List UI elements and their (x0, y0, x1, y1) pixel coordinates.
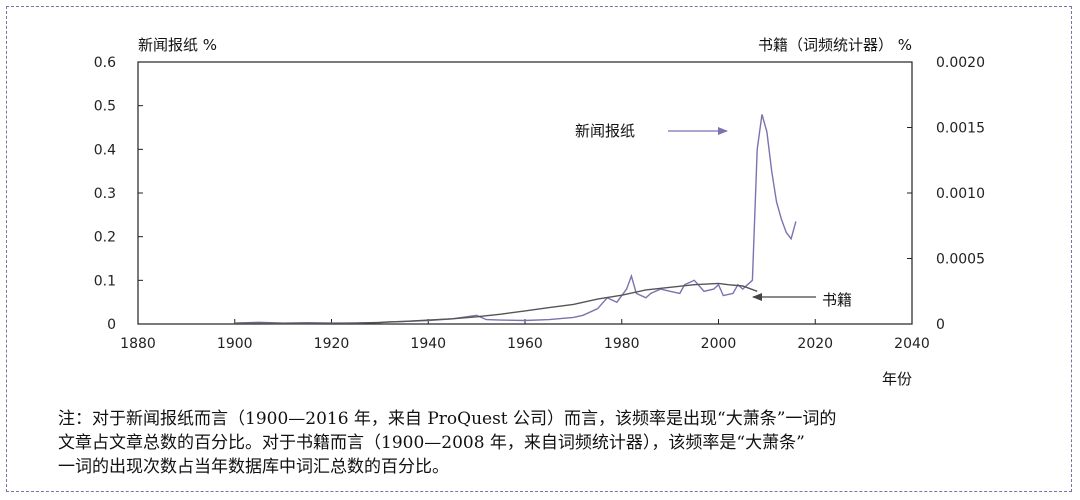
x-tick-label: 1960 (507, 336, 543, 352)
x-tick-label: 1980 (604, 336, 640, 352)
x-tick-label: 1900 (217, 336, 253, 352)
right-y-tick-label: 0.0010 (936, 186, 985, 202)
right-y-tick-label: 0.0020 (936, 55, 985, 71)
left-axis-label: 新闻报纸 % (138, 36, 217, 54)
left-y-tick-label: 0 (107, 317, 116, 333)
right-axis-label: 书籍（词频统计器） % (758, 36, 912, 54)
plot-area (137, 61, 913, 325)
figure-frame (6, 6, 1072, 492)
x-tick-label: 1920 (314, 336, 350, 352)
chart: 1880 1900 1920 1940 1960 1980 2000 2020 2040 0 0.… (94, 36, 985, 388)
left-y-tick-label: 0.3 (94, 186, 116, 202)
books-annotation-label: 书籍 (822, 291, 852, 309)
right-y-tick-label: 0.0005 (936, 252, 985, 268)
left-y-tick-label: 0.1 (94, 273, 116, 289)
right-y-axis-ticks: 0 0.0005 0.0010 0.0015 0.0020 (907, 55, 985, 333)
footnote-line-2: 文章占文章总数的百分比。对于书籍而言（1900—2008 年，来自词频统计器），… (58, 433, 805, 453)
x-tick-label: 2000 (701, 336, 737, 352)
left-y-tick-label: 0.6 (94, 55, 116, 71)
right-y-tick-label: 0 (936, 317, 945, 333)
footnote-line-3: 一词的出现次数占当年数据库中词汇总数的百分比。 (58, 457, 449, 477)
x-tick-label: 1940 (410, 336, 446, 352)
left-y-axis-ticks: 0 0.1 0.2 0.3 0.4 0.5 0.6 (94, 55, 143, 333)
x-axis-ticks: 1880 1900 1920 1940 1960 1980 2000 2020 2040 (120, 319, 930, 352)
x-tick-label: 1880 (120, 336, 156, 352)
footnote: 注：对于新闻报纸而言（1900—2016 年，来自 ProQuest 公司）而言… (58, 407, 1058, 479)
left-y-tick-label: 0.2 (94, 230, 116, 246)
books-series-line (234, 282, 758, 325)
right-y-tick-label: 0.0015 (936, 121, 985, 137)
newspaper-annotation-label: 新闻报纸 (575, 122, 635, 140)
x-axis-label: 年份 (882, 370, 912, 388)
x-tick-label: 2020 (797, 336, 833, 352)
footnote-line-1: 注：对于新闻报纸而言（1900—2016 年，来自 ProQuest 公司）而言… (58, 409, 837, 429)
left-y-tick-label: 0.4 (94, 142, 116, 158)
x-tick-label: 2040 (894, 336, 930, 352)
left-y-tick-label: 0.5 (94, 99, 116, 115)
newspaper-series-line (234, 114, 797, 324)
